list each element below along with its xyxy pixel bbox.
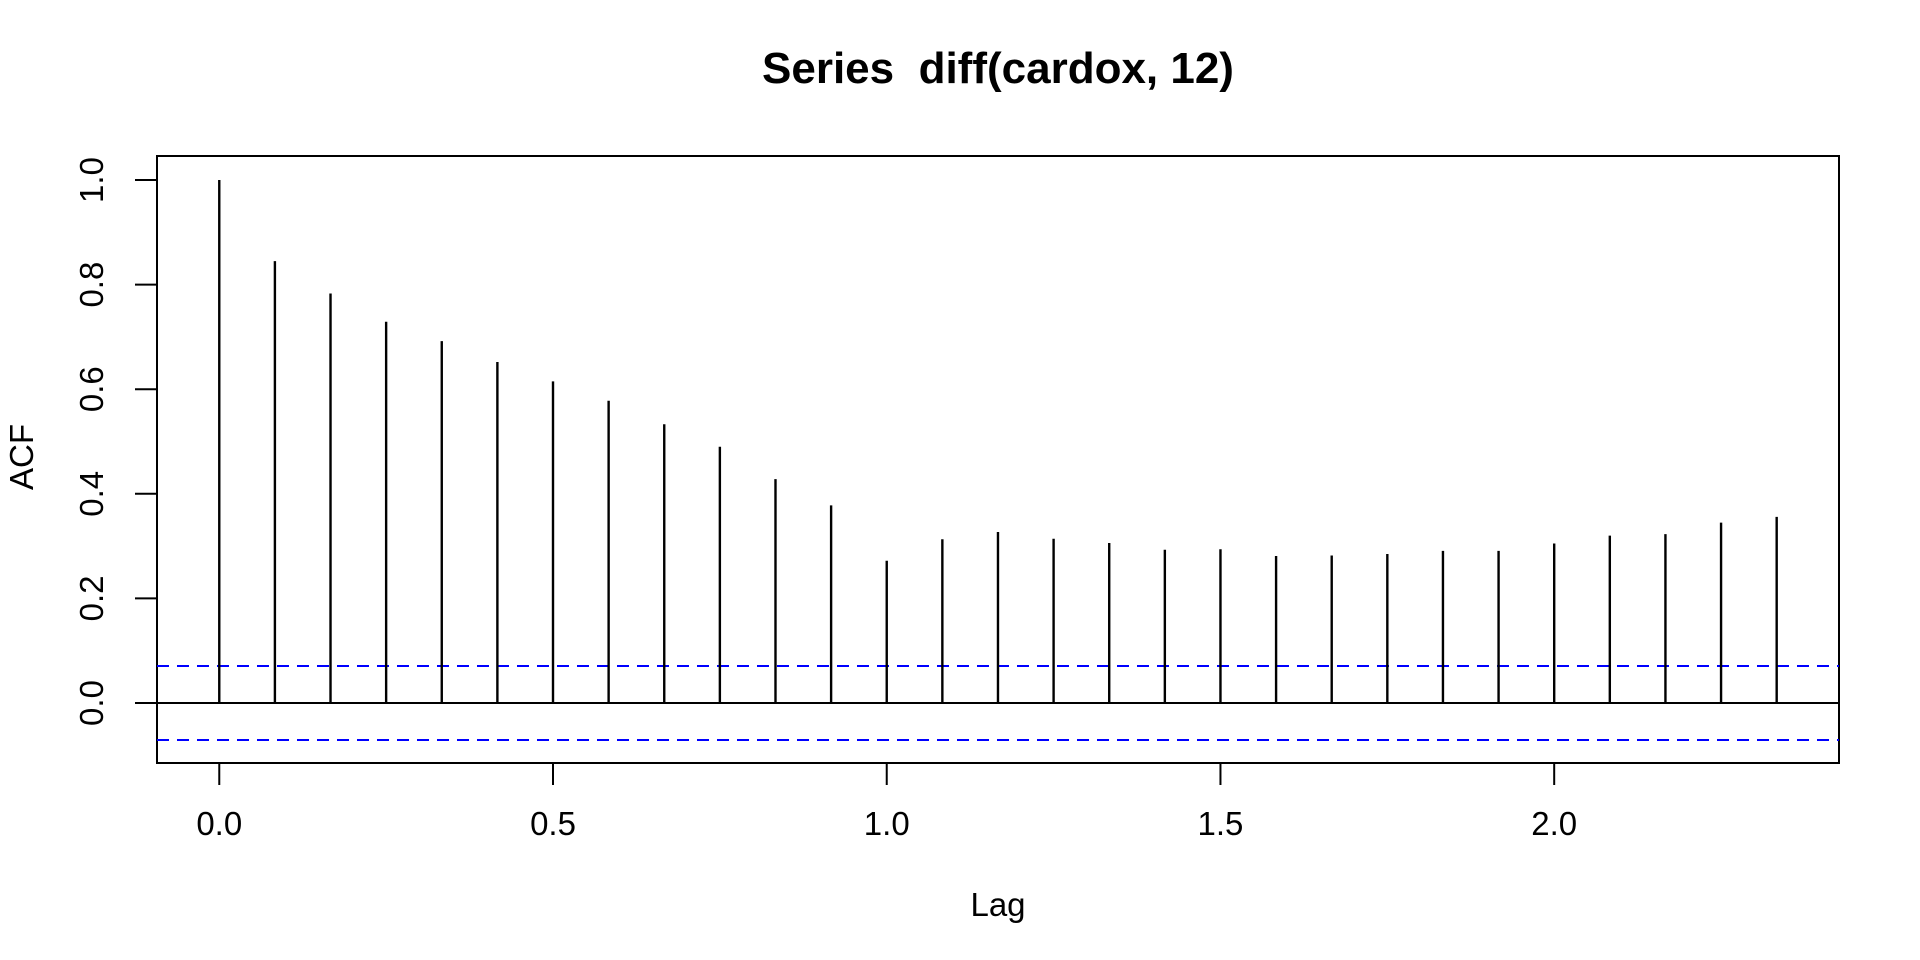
x-tick-label: 1.0 [864, 805, 910, 842]
y-tick-label: 0.6 [73, 366, 110, 412]
y-tick-label: 1.0 [73, 157, 110, 203]
x-tick-label: 0.5 [530, 805, 576, 842]
y-tick-label: 0.2 [73, 575, 110, 621]
y-axis-label: ACF [3, 424, 40, 490]
plot-box [156, 155, 1840, 764]
x-axis-label: Lag [970, 886, 1025, 923]
x-tick-label: 2.0 [1531, 805, 1577, 842]
chart-layer: 0.0 0.5 1.0 1.5 2.0 0.0 0.2 0.4 0.6 0.8 1.0 [73, 155, 1840, 842]
chart-title: Series diff(cardox, 12) [762, 44, 1234, 93]
x-tick-label: 0.0 [196, 805, 242, 842]
x-tick-label: 1.5 [1198, 805, 1244, 842]
y-tick-label: 0.4 [73, 471, 110, 517]
y-tick-label: 0.0 [73, 680, 110, 726]
y-tick-label: 0.8 [73, 262, 110, 308]
